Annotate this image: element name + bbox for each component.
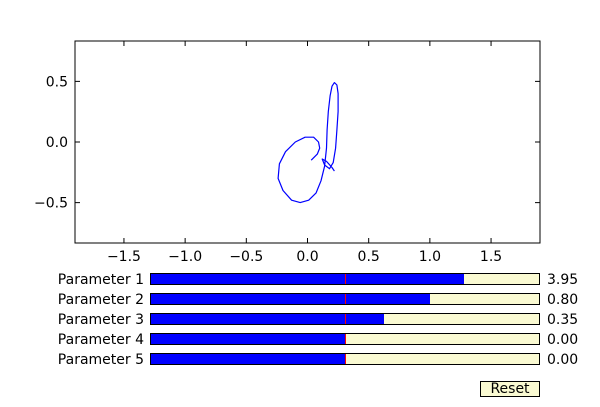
slider-value: 0.00	[547, 352, 579, 368]
parametric-curve	[277, 81, 339, 204]
slider-initial-value-marker	[345, 314, 346, 324]
slider-initial-value-marker	[345, 274, 346, 284]
slider-parameter-5[interactable]	[150, 353, 540, 365]
slider-label: Parameter 1	[57, 272, 144, 288]
slider-label: Parameter 4	[57, 332, 144, 348]
slider-fill	[151, 314, 384, 324]
slider-value: 0.00	[547, 332, 579, 348]
slider-initial-value-marker	[345, 334, 346, 344]
slider-row-parameter-2: Parameter 2 0.80	[0, 292, 600, 308]
slider-parameter-4[interactable]	[150, 333, 540, 345]
slider-fill	[151, 354, 345, 364]
x-tick-label: −1.5	[107, 249, 141, 265]
slider-row-parameter-1: Parameter 1 3.95	[0, 272, 600, 288]
slider-initial-value-marker	[345, 294, 346, 304]
slider-parameter-1[interactable]	[150, 273, 540, 285]
slider-label: Parameter 3	[57, 312, 144, 328]
reset-button[interactable]: Reset	[480, 381, 540, 397]
y-tick-label: 0.5	[46, 74, 68, 90]
slider-row-parameter-3: Parameter 3 0.35	[0, 312, 600, 328]
slider-value: 3.95	[547, 272, 579, 288]
plot-area	[277, 81, 339, 204]
slider-fill	[151, 274, 464, 284]
slider-value: 0.35	[547, 312, 579, 328]
slider-row-parameter-5: Parameter 5 0.00	[0, 352, 600, 368]
slider-value: 0.80	[547, 292, 579, 308]
x-tick-label: 0.0	[296, 249, 318, 265]
slider-initial-value-marker	[345, 354, 346, 364]
slider-fill	[151, 294, 431, 304]
x-tick-label: −1.0	[168, 249, 202, 265]
slider-row-parameter-4: Parameter 4 0.00	[0, 332, 600, 348]
slider-fill	[151, 334, 345, 344]
slider-parameter-2[interactable]	[150, 293, 540, 305]
slider-label: Parameter 2	[57, 292, 144, 308]
y-tick-label: −0.5	[34, 196, 68, 212]
axis-ticks: −1.5 −1.0 −0.5 0.0 0.5 1.0 1.5 0.5 0.0 −0.5	[34, 41, 540, 265]
slider-parameter-3[interactable]	[150, 313, 540, 325]
x-tick-label: −0.5	[229, 249, 263, 265]
axes-frame	[74, 40, 541, 244]
plot-canvas: −1.5 −1.0 −0.5 0.0 0.5 1.0 1.5 0.5 0.0 −0.5	[34, 40, 541, 265]
y-tick-label: 0.0	[46, 135, 68, 151]
x-tick-label: 1.5	[480, 249, 502, 265]
x-tick-label: 1.0	[419, 249, 441, 265]
x-tick-label: 0.5	[358, 249, 380, 265]
slider-label: Parameter 5	[57, 352, 144, 368]
